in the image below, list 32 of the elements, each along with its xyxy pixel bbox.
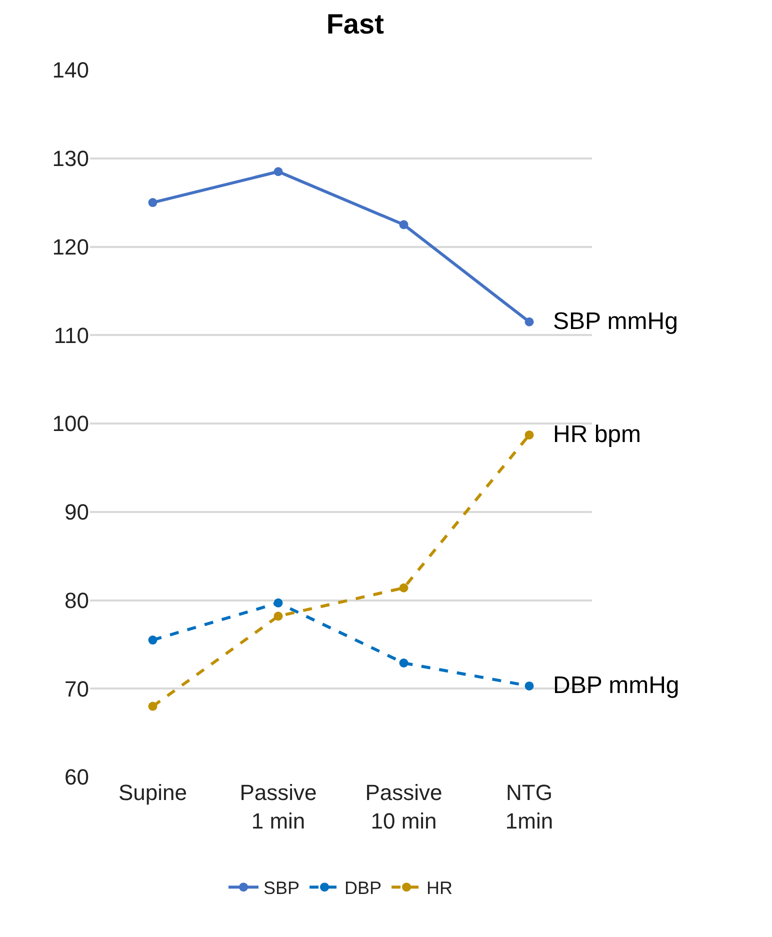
annotation: SBP mmHg: [553, 308, 678, 335]
y-tick-label: 70: [64, 676, 89, 702]
point: [399, 583, 408, 592]
point: [148, 636, 158, 645]
point: [274, 598, 283, 608]
point: [274, 167, 283, 176]
x-tick-label: Passive 10 min: [365, 780, 442, 834]
y-tick-label: 130: [52, 146, 89, 172]
point: [524, 317, 534, 326]
annotation: HR bpm: [553, 421, 642, 448]
point: [524, 681, 534, 690]
point: [148, 198, 158, 208]
legend-label: DBP: [344, 878, 382, 898]
point: [148, 702, 158, 711]
y-tick-label: 80: [64, 588, 89, 613]
legend-label: HR: [426, 878, 453, 898]
x-tick-label: Passive 1 min: [240, 780, 317, 834]
chart-title: Fast: [326, 8, 384, 40]
point: [399, 220, 408, 230]
x-tick-label: Supine: [118, 780, 188, 805]
y-tick-label: 100: [52, 411, 89, 436]
y-tick-label: 60: [64, 764, 89, 790]
annotation: DBP mmHg: [553, 672, 680, 699]
y-tick-label: 90: [64, 500, 89, 525]
legend-label: SBP: [264, 878, 300, 898]
point: [274, 612, 283, 621]
y-tick-label: 140: [52, 58, 89, 83]
point: [524, 430, 534, 440]
point: [399, 658, 408, 668]
y-tick-label: 110: [54, 322, 89, 348]
y-tick-label: 120: [52, 234, 89, 260]
x-tick-label: NTG 1min: [505, 780, 554, 834]
